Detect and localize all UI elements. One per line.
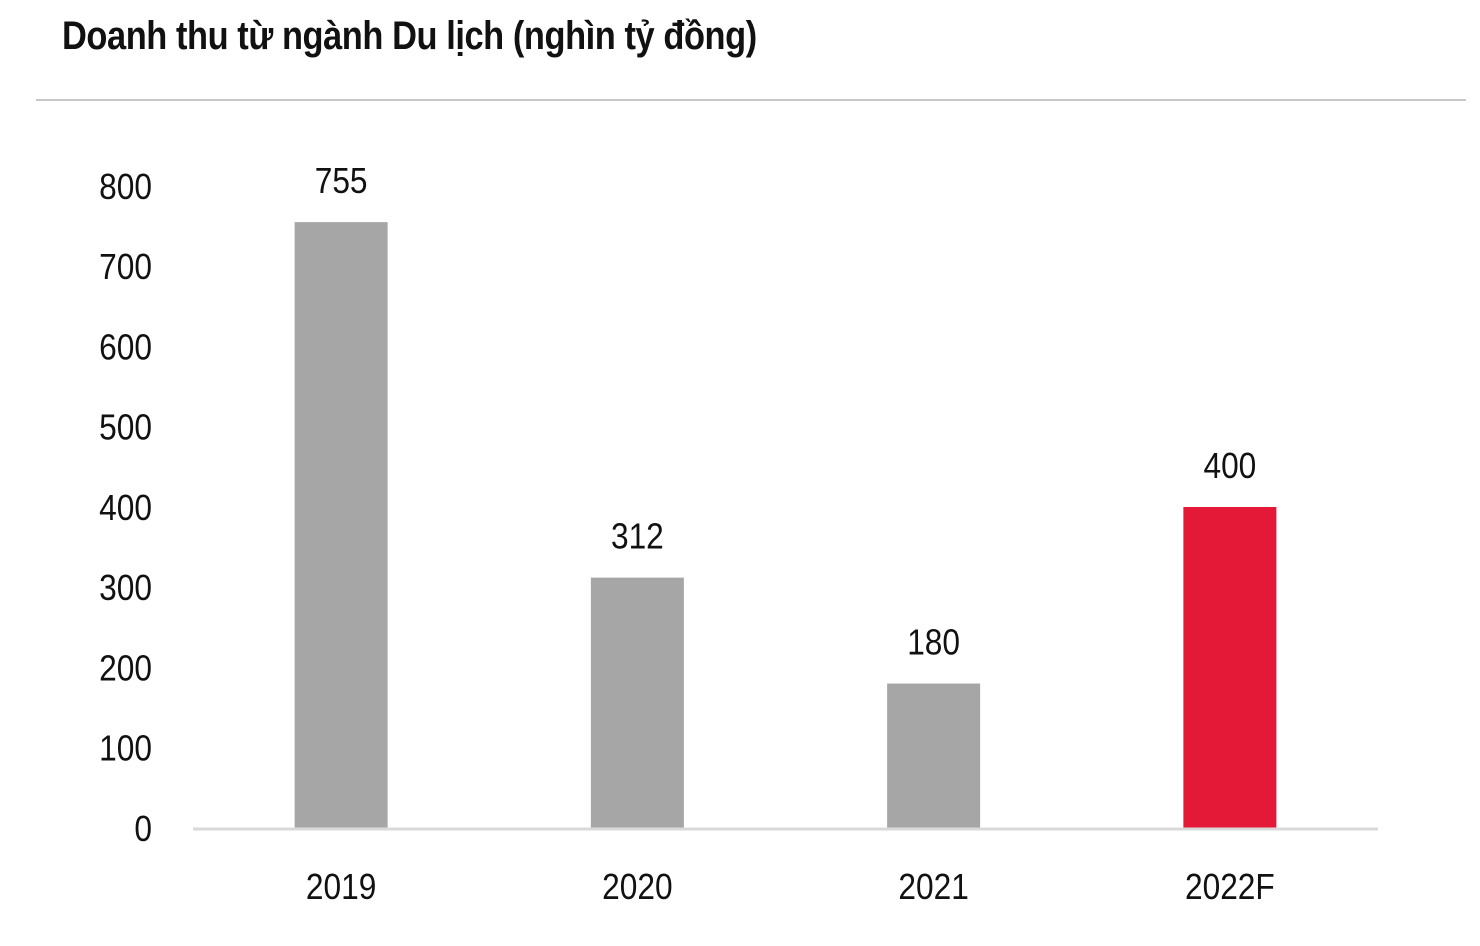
title-divider — [36, 99, 1466, 101]
y-tick-label: 800 — [99, 167, 152, 207]
data-label: 755 — [315, 161, 368, 201]
y-tick-label: 100 — [99, 729, 152, 769]
data-labels: 755 312 180 400 — [315, 161, 1257, 663]
data-label: 180 — [907, 623, 960, 663]
x-tick-label: 2020 — [602, 867, 672, 907]
x-axis-labels: 2019 2020 2021 2022F — [306, 867, 1275, 907]
y-tick-label: 500 — [99, 408, 152, 448]
y-tick-label: 0 — [134, 809, 152, 849]
chart-title: Doanh thu từ ngành Du lịch (nghìn tỷ đồn… — [62, 14, 757, 58]
x-tick-label: 2021 — [898, 867, 968, 907]
data-label: 400 — [1203, 446, 1256, 486]
bar-2020 — [590, 577, 684, 828]
bars — [294, 222, 1277, 829]
y-tick-label: 200 — [99, 649, 152, 689]
x-tick-label: 2019 — [306, 867, 376, 907]
x-tick-label: 2022F — [1185, 867, 1275, 907]
data-label: 312 — [611, 517, 664, 557]
y-tick-label: 400 — [99, 488, 152, 528]
y-axis-ticks: 0 100 200 300 400 500 600 700 800 — [99, 167, 152, 849]
y-tick-label: 600 — [99, 328, 152, 368]
y-tick-label: 700 — [99, 247, 152, 287]
bar-2021 — [887, 683, 981, 828]
y-tick-label: 300 — [99, 568, 152, 608]
bar-2019 — [294, 222, 388, 829]
bar-2022f — [1183, 507, 1277, 828]
